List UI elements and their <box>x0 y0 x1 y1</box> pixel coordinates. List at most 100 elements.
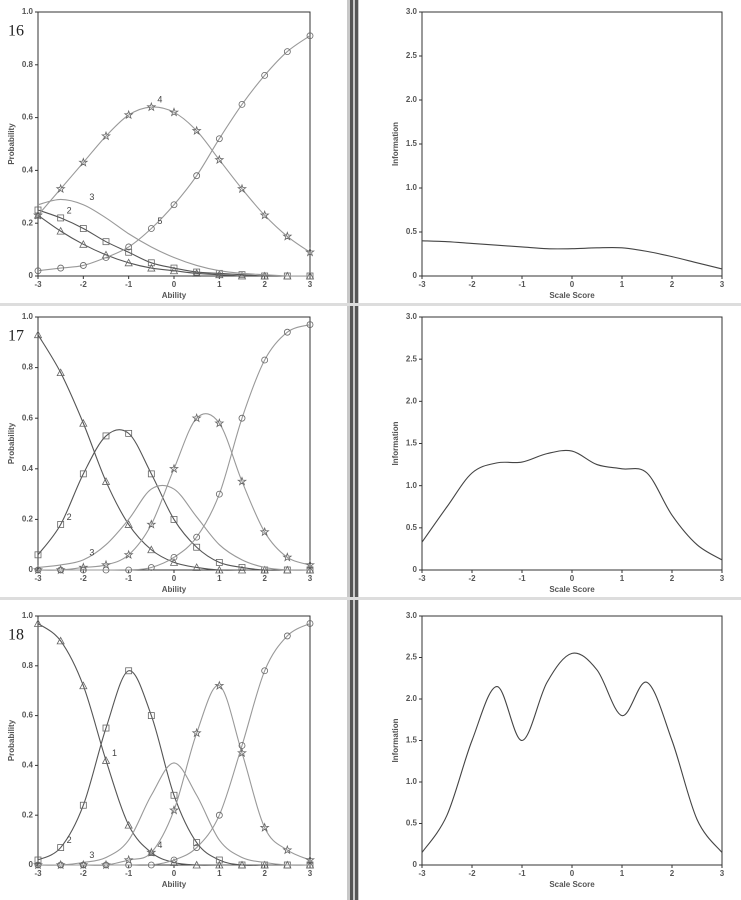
marker-square <box>57 214 65 222</box>
marker-square <box>147 712 155 719</box>
panel-number: 18 <box>8 627 24 644</box>
marker-square <box>193 543 201 551</box>
marker-star <box>78 157 89 167</box>
y-axis-label: Probability <box>7 422 16 464</box>
x-axis-label: Ability <box>162 291 187 300</box>
plot-area <box>421 11 723 277</box>
y-tick-label: 0 <box>413 271 418 280</box>
marker-square <box>193 268 201 276</box>
series-label: 3 <box>89 192 94 202</box>
marker-circle <box>34 267 42 275</box>
y-tick-label: 3.0 <box>406 611 418 620</box>
series-label: 2 <box>67 835 72 845</box>
marker-circle <box>306 321 314 328</box>
y-axis-label: Information <box>391 718 400 762</box>
y-tick-label: 3.0 <box>406 312 418 321</box>
marker-square <box>125 667 133 675</box>
x-tick-label: 1 <box>620 280 625 289</box>
x-tick-label: -1 <box>518 574 526 583</box>
y-tick-label: 1.5 <box>406 439 418 448</box>
marker-triangle <box>101 477 111 485</box>
marker-triangle <box>124 258 133 267</box>
marker-circle <box>193 172 201 180</box>
marker-circle <box>79 861 87 869</box>
marker-circle <box>215 135 223 143</box>
marker-square <box>125 248 133 256</box>
x-axis-label: Ability <box>162 585 187 594</box>
marker-star <box>259 526 270 537</box>
y-tick-label: 0.4 <box>22 761 34 770</box>
x-tick-label: 0 <box>570 869 575 878</box>
marker-star <box>214 154 225 165</box>
x-tick-label: -2 <box>80 869 88 878</box>
curve <box>421 449 723 561</box>
marker-circle <box>283 328 291 336</box>
x-tick-label: 2 <box>670 574 675 583</box>
y-tick-label: 1.0 <box>22 611 34 620</box>
marker-square <box>170 264 178 272</box>
marker-star <box>237 747 247 758</box>
marker-circle <box>193 533 201 541</box>
marker-circle <box>170 856 178 864</box>
y-axis-label: Probability <box>7 719 16 761</box>
marker-triangle <box>147 848 156 856</box>
series-label: 3 <box>89 547 94 557</box>
marker-star <box>259 822 270 832</box>
x-tick-label: -1 <box>518 280 526 289</box>
x-axis-label: Scale Score <box>549 880 595 889</box>
marker-square <box>238 861 246 869</box>
x-tick-label: 3 <box>720 574 725 583</box>
x-tick-label: 1 <box>217 574 222 583</box>
marker-star <box>282 844 293 855</box>
y-tick-label: 0 <box>29 271 34 280</box>
marker-star <box>146 101 157 112</box>
marker-star <box>305 854 315 865</box>
y-tick-label: 0.4 <box>22 166 34 175</box>
marker-triangle <box>192 860 201 869</box>
y-tick-label: 0 <box>413 565 418 574</box>
divider-line <box>355 0 358 900</box>
x-tick-label: 2 <box>670 280 675 289</box>
marker-circle <box>283 632 291 640</box>
curve <box>37 429 310 571</box>
marker-star <box>123 549 134 560</box>
x-tick-label: 2 <box>670 869 675 878</box>
y-tick-label: 0.6 <box>22 413 34 422</box>
marker-square <box>34 856 42 864</box>
marker-square <box>102 724 110 732</box>
x-tick-label: 3 <box>720 869 725 878</box>
marker-square <box>34 551 42 559</box>
marker-star <box>214 418 225 428</box>
marker-triangle <box>147 545 156 554</box>
y-tick-label: 0.6 <box>22 113 34 122</box>
marker-circle <box>261 356 269 364</box>
divider-line <box>350 0 353 900</box>
marker-triangle <box>33 619 43 627</box>
x-tick-label: 1 <box>620 574 625 583</box>
row-separator <box>0 303 741 306</box>
series-label: 4 <box>157 94 162 104</box>
y-tick-label: 0.4 <box>22 464 34 473</box>
series-label: 4 <box>157 840 162 850</box>
plot-area <box>37 316 311 571</box>
marker-square <box>79 225 87 232</box>
curve <box>421 652 723 853</box>
y-tick-label: 0.8 <box>22 60 34 69</box>
x-tick-label: -3 <box>34 280 42 289</box>
curve <box>37 35 311 272</box>
marker-triangle <box>237 271 247 280</box>
y-tick-label: 1.5 <box>406 736 418 745</box>
marker-circle <box>57 861 65 869</box>
marker-square <box>261 272 269 280</box>
x-tick-label: 2 <box>262 869 267 878</box>
marker-star <box>101 559 111 570</box>
x-tick-label: 0 <box>172 280 177 289</box>
x-tick-label: 1 <box>217 280 222 289</box>
y-tick-label: 0 <box>29 860 34 869</box>
marker-circle <box>306 32 314 40</box>
marker-circle <box>125 861 133 869</box>
marker-triangle <box>79 681 88 690</box>
curve <box>421 240 723 270</box>
x-tick-label: -1 <box>125 280 133 289</box>
y-tick-label: 2.0 <box>406 694 418 703</box>
